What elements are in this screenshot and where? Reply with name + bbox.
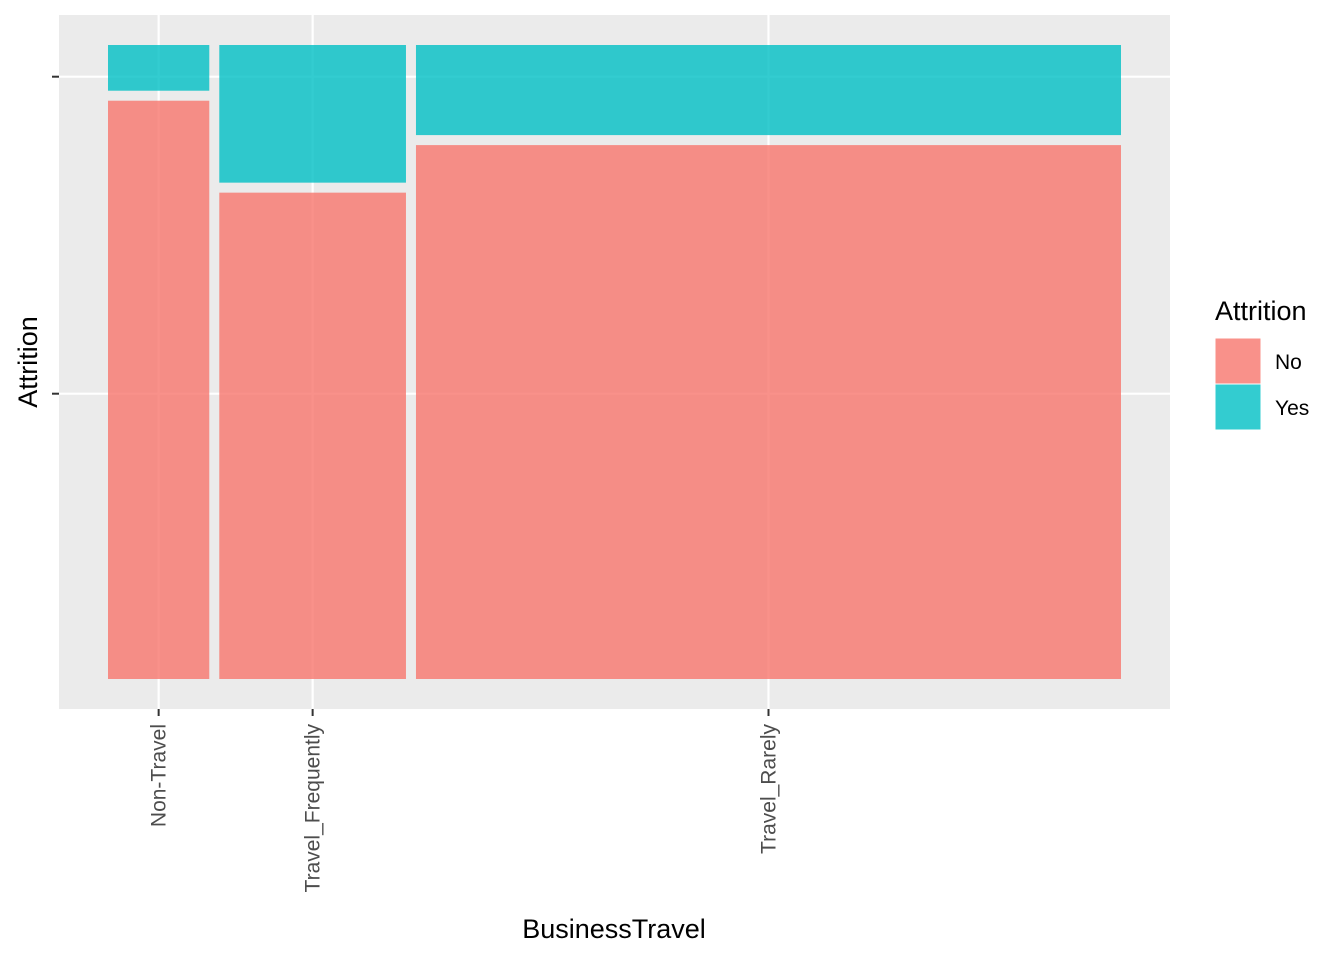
x-tick-label: Non-Travel xyxy=(148,724,171,827)
tile-travel-frequently-yes xyxy=(219,45,406,183)
tile-travel-rarely-yes xyxy=(415,45,1122,136)
y-axis-title: Attrition xyxy=(13,316,43,408)
legend-title: Attrition xyxy=(1215,296,1307,326)
tile-travel-rarely-no xyxy=(415,145,1122,680)
x-tick-label: Travel_Rarely xyxy=(757,724,780,854)
x-axis-ticks: Non-Travel Travel_Frequently Travel_Rarely xyxy=(148,709,780,893)
tile-non-travel-yes xyxy=(108,45,210,91)
y-axis-ticks xyxy=(52,75,59,395)
legend-label-no: No xyxy=(1275,351,1302,374)
mosaic-tiles xyxy=(108,45,1122,680)
legend-key-no xyxy=(1214,337,1262,385)
legend: Attrition No Yes xyxy=(1214,296,1309,431)
tile-travel-frequently-no xyxy=(219,192,406,679)
tile-non-travel-no xyxy=(108,100,210,680)
legend-key-yes xyxy=(1214,383,1262,431)
legend-label-yes: Yes xyxy=(1275,397,1309,420)
x-axis-title: BusinessTravel xyxy=(522,914,706,944)
x-tick-label: Travel_Frequently xyxy=(302,724,325,893)
